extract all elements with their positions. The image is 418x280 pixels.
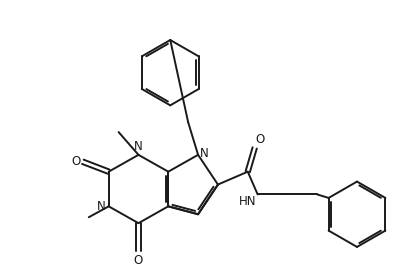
Text: N: N	[134, 140, 143, 153]
Text: O: O	[134, 254, 143, 267]
Text: O: O	[71, 155, 81, 168]
Text: O: O	[256, 133, 265, 146]
Text: HN: HN	[239, 195, 257, 208]
Text: N: N	[97, 200, 106, 213]
Text: N: N	[200, 147, 209, 160]
